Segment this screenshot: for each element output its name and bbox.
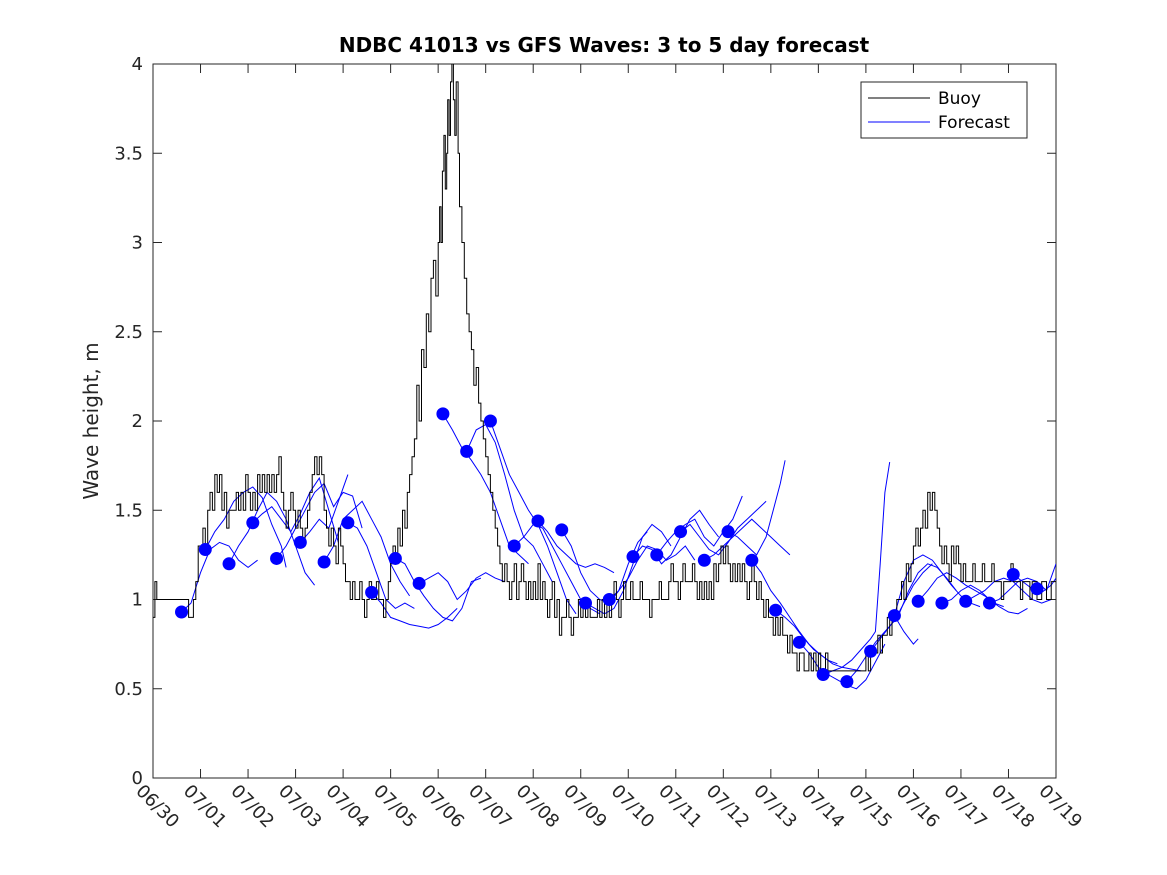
forecast-line: [965, 577, 1052, 604]
forecast-point: [792, 635, 806, 649]
forecast-point: [816, 667, 830, 681]
forecast-line: [276, 482, 363, 559]
forecast-point: [388, 551, 402, 565]
legend-buoy-label: Buoy: [938, 89, 981, 109]
legend-box: [860, 81, 1028, 139]
forecast-point: [650, 548, 664, 562]
forecast-line: [347, 522, 415, 610]
chart-title: NDBC 41013 vs GFS Waves: 3 to 5 day fore…: [339, 33, 870, 57]
forecast-point: [436, 407, 450, 421]
forecast-point: [911, 594, 925, 608]
forecast-point: [246, 516, 260, 530]
y-tick-label: 1.5: [114, 500, 143, 521]
forecast-point: [697, 553, 711, 567]
forecast-line: [228, 491, 315, 586]
y-tick-label: 3.5: [114, 143, 143, 164]
forecast-line: [893, 615, 919, 645]
buoy-line: [153, 64, 1056, 672]
forecast-point: [507, 539, 521, 553]
forecast-point: [175, 605, 189, 619]
forecast-point: [483, 414, 497, 428]
forecast-point: [959, 594, 973, 608]
forecast-line: [181, 541, 258, 613]
forecast-point: [341, 516, 355, 530]
forecast-point: [198, 543, 212, 557]
forecast-point: [1006, 568, 1020, 582]
forecast-line: [395, 557, 482, 622]
forecast-point: [840, 675, 854, 689]
forecast-point: [602, 593, 616, 606]
forecast-line: [727, 460, 786, 556]
legend-forecast-label: Forecast: [938, 113, 1010, 133]
forecast-point: [864, 644, 878, 658]
y-axis-label: Wave height, m: [79, 342, 103, 499]
forecast-point: [982, 596, 996, 610]
y-tick-label: 3: [132, 233, 143, 254]
y-tick-label: 2: [132, 411, 143, 432]
y-tick-label: 1: [132, 590, 143, 611]
forecast-point: [365, 585, 379, 599]
forecast-point: [769, 603, 783, 617]
forecast-line: [466, 423, 553, 582]
forecast-line: [822, 462, 891, 675]
forecast-line: [632, 509, 719, 565]
forecast-point: [222, 557, 236, 571]
forecast-point: [935, 596, 949, 610]
forecast-point: [1030, 582, 1044, 596]
forecast-point: [460, 444, 474, 458]
forecast-point: [555, 523, 569, 537]
forecast-point: [674, 525, 688, 539]
y-tick-label: 4: [132, 54, 143, 75]
forecast-point: [270, 551, 284, 565]
y-tick-label: 2.5: [114, 322, 143, 343]
legend: Buoy Forecast: [860, 81, 1028, 139]
forecast-point: [578, 596, 592, 610]
forecast-point: [293, 535, 307, 549]
forecast-line: [537, 520, 615, 574]
forecast-line: [941, 584, 1028, 615]
forecast-line: [989, 563, 1056, 604]
forecast-point: [531, 514, 545, 528]
y-tick-label: 0: [132, 768, 143, 789]
forecast-point: [317, 555, 331, 569]
forecast-line: [418, 572, 505, 601]
forecast-point: [887, 609, 901, 623]
forecast-point: [412, 576, 426, 590]
forecast-point: [721, 525, 735, 539]
forecast-line: [299, 474, 349, 543]
forecast-line: [704, 518, 791, 561]
y-tick-label: 0.5: [114, 679, 143, 700]
forecast-point: [626, 550, 640, 564]
forecast-point: [745, 553, 759, 567]
